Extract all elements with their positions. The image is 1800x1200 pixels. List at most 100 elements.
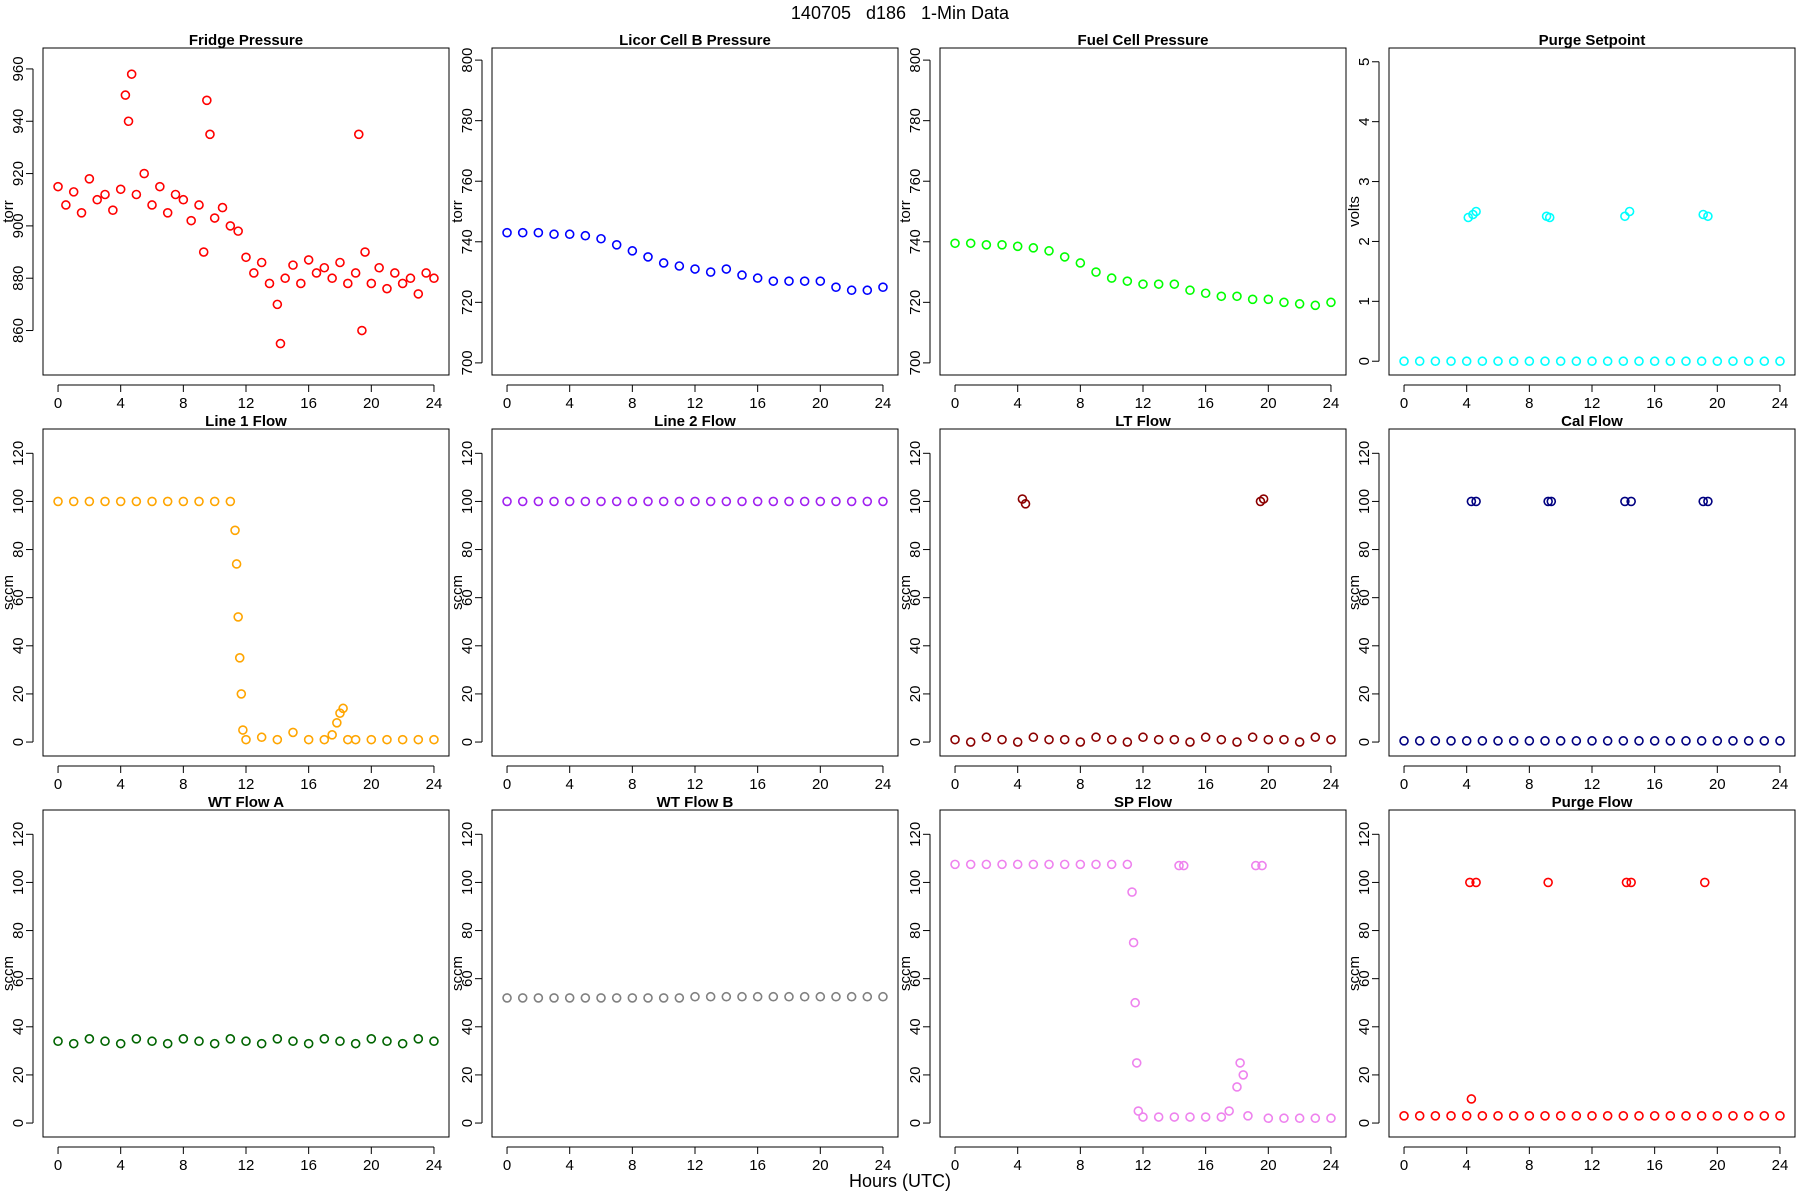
y-tick-label: 740 <box>907 229 924 254</box>
point <box>1620 496 1630 507</box>
y-tick-label: 120 <box>10 822 27 847</box>
point <box>231 559 242 569</box>
y-tick-label: 4 <box>1356 117 1373 125</box>
x-tick-label: 16 <box>749 395 766 412</box>
point <box>878 991 888 1002</box>
point <box>533 496 544 507</box>
y-tick-label: 20 <box>10 686 27 703</box>
plot-frame <box>939 47 1347 376</box>
y-axis-label: sccm <box>1346 575 1363 610</box>
point <box>1775 356 1785 367</box>
point <box>965 238 976 249</box>
point <box>737 270 747 280</box>
x-tick-label: 12 <box>238 1157 255 1174</box>
y-tick-label: 780 <box>907 108 924 133</box>
point <box>1555 736 1566 746</box>
point <box>1524 356 1535 367</box>
point <box>366 1034 377 1044</box>
point <box>862 991 873 1002</box>
point <box>405 273 416 284</box>
point <box>1122 859 1133 870</box>
point <box>1524 1111 1535 1121</box>
point <box>1224 1106 1234 1116</box>
y-tick-label: 0 <box>1356 1119 1373 1127</box>
point <box>1681 1111 1691 1121</box>
x-tick-label: 4 <box>1463 1157 1471 1174</box>
point <box>1696 356 1707 367</box>
x-tick-label: 20 <box>812 1157 829 1174</box>
x-tick-label: 20 <box>363 776 380 793</box>
point <box>1681 736 1691 746</box>
point <box>1546 496 1557 507</box>
y-tick-label: 80 <box>459 922 476 939</box>
point <box>76 208 87 218</box>
point <box>1712 356 1723 367</box>
point <box>627 496 638 507</box>
x-tick-label: 16 <box>1197 1157 1214 1174</box>
plot-frame <box>42 809 450 1138</box>
x-tick-label: 12 <box>1584 776 1601 793</box>
point <box>831 282 841 292</box>
point <box>721 991 732 1002</box>
point <box>1075 258 1086 268</box>
point <box>1540 356 1550 367</box>
point <box>238 725 248 735</box>
point <box>108 205 118 215</box>
point <box>1059 734 1070 745</box>
y-tick-label: 100 <box>1356 870 1373 895</box>
point <box>1728 356 1738 367</box>
point <box>249 268 259 278</box>
point <box>343 734 353 745</box>
x-tick-label: 4 <box>1463 776 1471 793</box>
point <box>1326 734 1336 745</box>
y-tick-label: 700 <box>907 350 924 375</box>
point <box>533 227 544 238</box>
x-tick-label: 16 <box>749 776 766 793</box>
point <box>1524 736 1535 746</box>
y-tick-label: 760 <box>907 169 924 194</box>
y-tick-label: 40 <box>907 1018 924 1035</box>
point <box>1508 1111 1519 1121</box>
y-tick-label: 0 <box>459 738 476 746</box>
x-tick-label: 24 <box>426 776 443 793</box>
point <box>357 325 367 336</box>
point <box>194 1036 204 1047</box>
point <box>517 496 528 507</box>
x-tick-label: 24 <box>1323 395 1340 412</box>
point <box>674 496 685 507</box>
point <box>162 1038 173 1049</box>
y-tick-label: 120 <box>907 441 924 466</box>
y-tick-label: 80 <box>1356 541 1373 558</box>
point <box>831 991 841 1002</box>
point <box>382 283 392 294</box>
point <box>1555 1111 1566 1121</box>
x-tick-label: 16 <box>1646 776 1663 793</box>
point <box>596 233 606 244</box>
point <box>1131 1058 1142 1068</box>
y-tick-label: 0 <box>10 1119 27 1127</box>
point <box>1044 734 1054 745</box>
point <box>799 276 810 286</box>
x-tick-label: 12 <box>238 395 255 412</box>
point <box>1649 736 1660 746</box>
point <box>327 730 337 740</box>
point <box>1634 736 1644 746</box>
x-tick-label: 12 <box>238 776 255 793</box>
x-tick-label: 8 <box>179 776 187 793</box>
y-tick-label: 720 <box>907 290 924 315</box>
x-tick-label: 24 <box>875 1157 892 1174</box>
point <box>1044 246 1054 256</box>
point <box>1247 294 1258 305</box>
y-tick-label: 60 <box>459 589 476 606</box>
point <box>1477 356 1488 367</box>
x-tick-label: 4 <box>566 776 574 793</box>
x-tick-label: 24 <box>426 1157 443 1174</box>
point <box>997 240 1007 250</box>
x-tick-label: 4 <box>117 776 125 793</box>
point <box>1169 279 1180 289</box>
point <box>120 90 131 100</box>
y-tick-label: 80 <box>1356 922 1373 939</box>
x-tick-label: 24 <box>1772 1157 1789 1174</box>
x-tick-label: 8 <box>1525 1157 1533 1174</box>
point <box>1106 734 1117 745</box>
